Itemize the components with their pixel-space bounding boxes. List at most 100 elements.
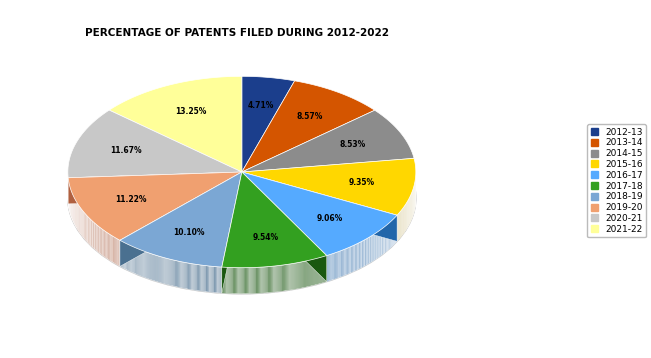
Polygon shape (346, 248, 347, 275)
Polygon shape (112, 236, 113, 262)
Polygon shape (202, 265, 204, 291)
Polygon shape (103, 229, 104, 256)
Polygon shape (217, 267, 218, 293)
Polygon shape (301, 262, 302, 288)
Polygon shape (242, 76, 295, 172)
Polygon shape (222, 267, 223, 293)
Polygon shape (187, 263, 188, 289)
Polygon shape (367, 238, 368, 265)
Polygon shape (227, 267, 229, 294)
Polygon shape (193, 264, 195, 290)
Polygon shape (210, 266, 212, 292)
Polygon shape (147, 252, 148, 279)
Polygon shape (254, 267, 255, 294)
Polygon shape (359, 242, 360, 268)
Polygon shape (310, 260, 311, 286)
Text: 8.53%: 8.53% (340, 140, 366, 149)
Polygon shape (261, 267, 262, 293)
Polygon shape (127, 244, 128, 270)
Polygon shape (242, 172, 397, 241)
Polygon shape (343, 250, 344, 276)
Polygon shape (268, 267, 269, 293)
Polygon shape (120, 172, 242, 266)
Polygon shape (179, 261, 180, 287)
Polygon shape (284, 265, 285, 291)
Polygon shape (111, 235, 112, 262)
Polygon shape (163, 257, 164, 284)
Polygon shape (212, 266, 213, 292)
Polygon shape (304, 261, 305, 287)
Polygon shape (96, 224, 97, 251)
Polygon shape (260, 267, 261, 293)
Polygon shape (105, 231, 106, 258)
Polygon shape (180, 261, 181, 288)
Polygon shape (288, 264, 289, 290)
Polygon shape (247, 268, 248, 294)
Polygon shape (125, 243, 126, 270)
Polygon shape (316, 258, 317, 285)
Polygon shape (222, 172, 242, 293)
Polygon shape (283, 265, 284, 291)
Polygon shape (160, 256, 161, 283)
Polygon shape (249, 267, 251, 294)
Polygon shape (275, 266, 277, 292)
Polygon shape (146, 252, 147, 279)
Polygon shape (308, 260, 309, 287)
Polygon shape (335, 253, 336, 279)
Polygon shape (151, 253, 152, 280)
Polygon shape (349, 247, 350, 274)
Polygon shape (141, 250, 143, 277)
Polygon shape (114, 237, 115, 263)
Polygon shape (236, 268, 237, 294)
Polygon shape (143, 251, 144, 277)
Polygon shape (319, 257, 320, 284)
Polygon shape (285, 265, 286, 291)
Polygon shape (269, 266, 270, 292)
Polygon shape (302, 262, 303, 288)
Polygon shape (109, 76, 242, 172)
Polygon shape (173, 260, 174, 286)
Polygon shape (318, 258, 319, 284)
Polygon shape (365, 239, 367, 265)
Polygon shape (128, 245, 130, 271)
Polygon shape (281, 265, 282, 291)
Polygon shape (245, 268, 246, 294)
Polygon shape (199, 265, 200, 291)
Polygon shape (120, 240, 121, 267)
Polygon shape (358, 243, 359, 269)
Polygon shape (242, 172, 397, 256)
Polygon shape (271, 266, 272, 292)
Polygon shape (101, 228, 102, 255)
Polygon shape (177, 261, 178, 287)
Polygon shape (126, 243, 127, 270)
Text: 9.35%: 9.35% (349, 178, 375, 187)
Polygon shape (246, 268, 247, 294)
Polygon shape (329, 255, 330, 281)
Polygon shape (155, 255, 156, 281)
Polygon shape (333, 253, 334, 280)
Polygon shape (222, 172, 327, 268)
Polygon shape (357, 243, 358, 270)
Polygon shape (113, 236, 114, 263)
Polygon shape (259, 267, 260, 293)
Polygon shape (322, 257, 323, 283)
Polygon shape (225, 267, 226, 294)
Polygon shape (342, 250, 343, 276)
Polygon shape (273, 266, 274, 292)
Polygon shape (192, 264, 193, 290)
Polygon shape (373, 234, 374, 261)
Polygon shape (200, 265, 201, 291)
Polygon shape (122, 242, 123, 268)
Polygon shape (162, 257, 163, 284)
Polygon shape (100, 227, 101, 254)
Title: PERCENTAGE OF PATENTS FILED DURING 2012-2022: PERCENTAGE OF PATENTS FILED DURING 2012-… (85, 28, 389, 38)
Polygon shape (350, 247, 351, 273)
Polygon shape (214, 266, 215, 292)
Polygon shape (321, 257, 322, 284)
Polygon shape (330, 254, 331, 281)
Polygon shape (230, 267, 232, 294)
Polygon shape (243, 268, 245, 294)
Polygon shape (68, 172, 242, 204)
Polygon shape (253, 267, 254, 294)
Polygon shape (371, 236, 372, 262)
